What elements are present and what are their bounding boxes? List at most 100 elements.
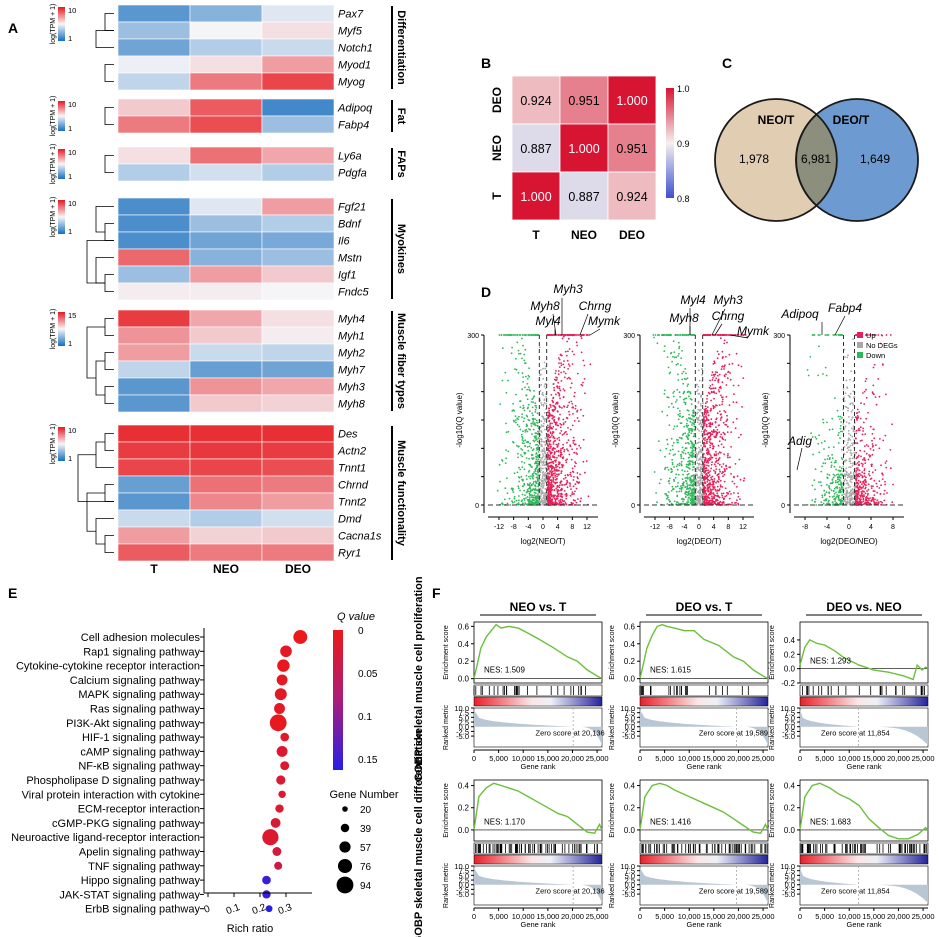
up-point	[553, 459, 556, 462]
up-point	[892, 483, 894, 486]
metric-tick-label: 0.0	[785, 723, 795, 732]
gene-label: Ly6a	[338, 151, 362, 163]
down-point	[824, 493, 826, 495]
down-point	[691, 442, 694, 444]
up-point	[552, 404, 554, 407]
down-point	[840, 457, 843, 459]
down-point	[682, 500, 684, 503]
nodeg-point	[843, 479, 846, 482]
down-point	[509, 504, 512, 506]
up-point	[548, 407, 550, 410]
size-legend-dot	[342, 806, 348, 812]
nodeg-point	[541, 440, 543, 443]
up-point	[551, 434, 553, 437]
up-point	[715, 431, 718, 433]
up-point	[551, 417, 554, 420]
gene-label: Adipoq	[337, 103, 373, 115]
down-point	[537, 446, 539, 449]
dendrogram-branch	[104, 352, 114, 370]
up-point	[863, 457, 865, 460]
up-point	[706, 488, 709, 491]
down-point	[678, 436, 681, 439]
up-point	[566, 458, 568, 461]
nodeg-point	[701, 373, 704, 376]
down-point	[534, 422, 536, 425]
up-point	[871, 391, 874, 394]
up-point	[570, 382, 573, 385]
up-point	[548, 454, 551, 457]
up-point	[870, 500, 873, 502]
nodeg-point	[542, 367, 544, 370]
es-axis-label: Enrichment score	[609, 625, 616, 680]
up-point	[707, 465, 710, 467]
down-point	[668, 406, 670, 408]
down-point	[518, 334, 521, 336]
nodeg-point	[698, 479, 701, 482]
down-point	[680, 455, 683, 458]
down-point	[528, 498, 531, 501]
up-point	[552, 481, 555, 483]
metric-tick-label: -5.0	[622, 732, 635, 741]
dendrogram-branch	[95, 30, 114, 48]
up-point	[576, 372, 579, 375]
up-point	[714, 494, 717, 497]
up-point	[880, 464, 882, 467]
y-axis-label: -log10(Q value)	[761, 392, 770, 447]
gene-label: Myod1	[338, 60, 371, 72]
up-point	[725, 424, 728, 426]
up-point	[558, 484, 561, 487]
up-point	[725, 465, 727, 468]
up-point	[567, 449, 569, 452]
nodeg-point	[697, 385, 700, 388]
up-point	[560, 480, 562, 483]
down-point	[505, 431, 508, 434]
down-point	[527, 418, 530, 421]
down-point	[689, 420, 692, 423]
up-point	[560, 380, 563, 382]
down-point	[524, 386, 526, 389]
up-point	[722, 463, 725, 465]
down-point	[521, 455, 524, 458]
up-point	[717, 334, 719, 336]
up-point	[715, 457, 717, 460]
down-point	[658, 482, 661, 485]
up-point	[716, 412, 719, 415]
nodeg-point	[539, 459, 542, 462]
up-point	[557, 450, 560, 453]
up-point	[871, 453, 874, 456]
up-point	[728, 363, 731, 366]
up-point	[572, 406, 574, 409]
up-point	[872, 428, 875, 431]
up-point	[553, 467, 556, 469]
up-point	[728, 503, 731, 506]
nodeg-point	[542, 455, 545, 457]
up-point	[865, 417, 868, 420]
up-point	[552, 485, 555, 488]
up-point	[725, 373, 727, 376]
up-point	[872, 485, 874, 487]
nodeg-point	[542, 394, 545, 397]
nodeg-point	[696, 421, 699, 424]
down-point	[511, 334, 513, 336]
dendrogram-branch	[95, 360, 105, 396]
down-point	[528, 334, 530, 336]
down-point	[511, 487, 513, 490]
down-point	[508, 497, 511, 500]
down-point	[682, 481, 685, 483]
up-point	[703, 472, 706, 474]
down-point	[837, 334, 840, 336]
heatmap-cell	[261, 309, 335, 328]
down-point	[838, 478, 841, 481]
up-point	[718, 390, 721, 393]
up-point	[576, 472, 579, 474]
x-tick-label: 0	[541, 524, 545, 531]
up-point	[553, 489, 556, 492]
nodeg-point	[847, 394, 850, 397]
down-point	[681, 478, 684, 481]
up-point	[704, 445, 707, 448]
up-point	[864, 492, 867, 495]
down-point	[530, 425, 533, 427]
x-tick-label: 12	[583, 524, 591, 531]
down-point	[824, 462, 827, 465]
down-point	[692, 419, 695, 422]
